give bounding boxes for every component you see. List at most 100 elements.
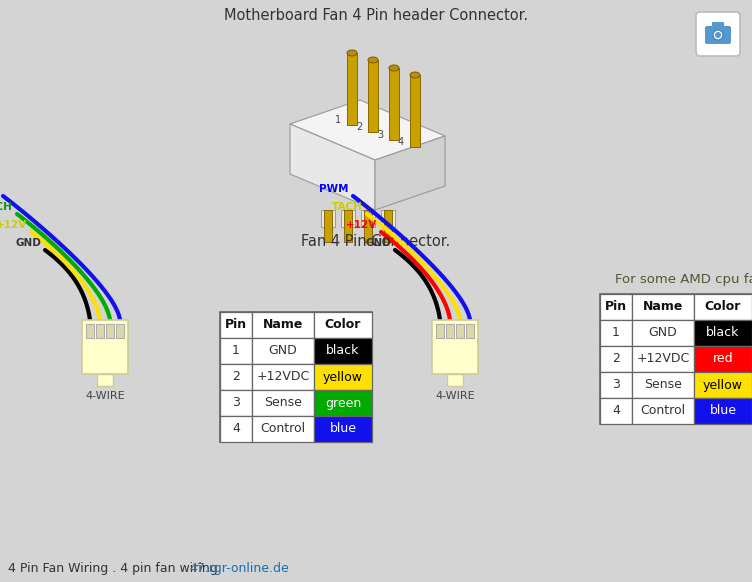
Text: Pin: Pin	[225, 318, 247, 332]
Text: 2: 2	[356, 122, 362, 132]
Polygon shape	[389, 68, 399, 140]
Text: PWM: PWM	[320, 184, 349, 194]
Text: 4: 4	[398, 137, 404, 147]
Polygon shape	[82, 320, 128, 374]
Text: yellow: yellow	[703, 378, 743, 392]
Circle shape	[713, 30, 723, 40]
Text: GND: GND	[15, 238, 41, 248]
Text: 3: 3	[612, 378, 620, 392]
Bar	[600, 294, 752, 424]
Text: 4: 4	[232, 423, 240, 435]
Bar	[600, 294, 632, 320]
Text: For some AMD cpu fans:: For some AMD cpu fans:	[615, 274, 752, 286]
Bar	[632, 294, 694, 320]
FancyBboxPatch shape	[712, 22, 724, 29]
Text: black: black	[326, 345, 359, 357]
Text: Name: Name	[643, 300, 683, 314]
Bar	[220, 416, 252, 442]
Text: 2: 2	[612, 353, 620, 365]
Text: 2: 2	[232, 371, 240, 384]
Polygon shape	[384, 210, 392, 242]
Polygon shape	[116, 324, 124, 338]
Bar	[600, 398, 632, 424]
Polygon shape	[347, 53, 357, 125]
Circle shape	[715, 32, 721, 38]
Polygon shape	[410, 75, 420, 147]
Text: 4 Pin Fan Wiring . 4 pin fan wiring: 4 Pin Fan Wiring . 4 pin fan wiring	[8, 562, 222, 575]
Text: +12V: +12V	[346, 220, 377, 230]
Bar	[314, 416, 372, 442]
Text: +12VDC: +12VDC	[256, 371, 310, 384]
Bar	[600, 320, 632, 346]
Text: 3: 3	[232, 396, 240, 410]
Polygon shape	[436, 324, 444, 338]
Text: +12VDC: +12VDC	[636, 353, 690, 365]
Bar	[220, 312, 372, 442]
Polygon shape	[97, 374, 113, 386]
Bar	[252, 364, 314, 390]
Text: blue: blue	[709, 404, 736, 417]
Polygon shape	[466, 324, 474, 338]
Bar	[252, 390, 314, 416]
Polygon shape	[381, 210, 395, 227]
Polygon shape	[447, 374, 463, 386]
Polygon shape	[96, 324, 104, 338]
Text: Color: Color	[325, 318, 361, 332]
Bar	[694, 398, 752, 424]
Bar	[314, 338, 372, 364]
Text: Motherboard Fan 4 Pin header Connector.: Motherboard Fan 4 Pin header Connector.	[224, 9, 528, 23]
Text: 1: 1	[232, 345, 240, 357]
Text: 4-WIRE: 4-WIRE	[435, 391, 475, 401]
Ellipse shape	[389, 65, 399, 71]
Text: blue: blue	[329, 423, 356, 435]
Bar	[632, 372, 694, 398]
Polygon shape	[364, 210, 372, 242]
Text: black: black	[706, 327, 740, 339]
Polygon shape	[341, 210, 355, 227]
Ellipse shape	[410, 72, 420, 78]
Polygon shape	[86, 324, 94, 338]
Text: 1: 1	[612, 327, 620, 339]
Polygon shape	[290, 124, 375, 210]
Text: Name: Name	[262, 318, 303, 332]
Polygon shape	[375, 136, 445, 210]
Polygon shape	[361, 210, 375, 227]
Text: Sense: Sense	[644, 378, 682, 392]
Polygon shape	[290, 100, 445, 160]
Text: GND: GND	[365, 238, 391, 248]
Polygon shape	[456, 324, 464, 338]
Bar	[314, 364, 372, 390]
Text: green: green	[325, 396, 361, 410]
Polygon shape	[368, 60, 378, 132]
Polygon shape	[446, 324, 454, 338]
Bar	[694, 294, 752, 320]
Text: yellow: yellow	[323, 371, 363, 384]
Ellipse shape	[347, 50, 357, 56]
Text: +12V: +12V	[0, 220, 27, 230]
Text: 47.rgr-online.de: 47.rgr-online.de	[190, 562, 290, 575]
Polygon shape	[321, 210, 335, 227]
Polygon shape	[106, 324, 114, 338]
Text: Color: Color	[705, 300, 741, 314]
Bar	[252, 312, 314, 338]
Bar	[632, 320, 694, 346]
Bar	[220, 364, 252, 390]
Text: Pin: Pin	[605, 300, 627, 314]
Bar	[220, 338, 252, 364]
Text: red: red	[713, 353, 733, 365]
Bar	[600, 372, 632, 398]
Text: 4-WIRE: 4-WIRE	[85, 391, 125, 401]
Polygon shape	[432, 320, 478, 374]
Text: GND: GND	[268, 345, 297, 357]
Polygon shape	[324, 210, 332, 242]
Bar	[314, 390, 372, 416]
Text: Sense: Sense	[264, 396, 302, 410]
Bar	[694, 346, 752, 372]
Polygon shape	[344, 210, 352, 242]
Text: GND: GND	[649, 327, 678, 339]
Bar	[252, 338, 314, 364]
Bar	[632, 398, 694, 424]
Ellipse shape	[368, 57, 378, 63]
Bar	[600, 346, 632, 372]
FancyBboxPatch shape	[705, 26, 731, 44]
